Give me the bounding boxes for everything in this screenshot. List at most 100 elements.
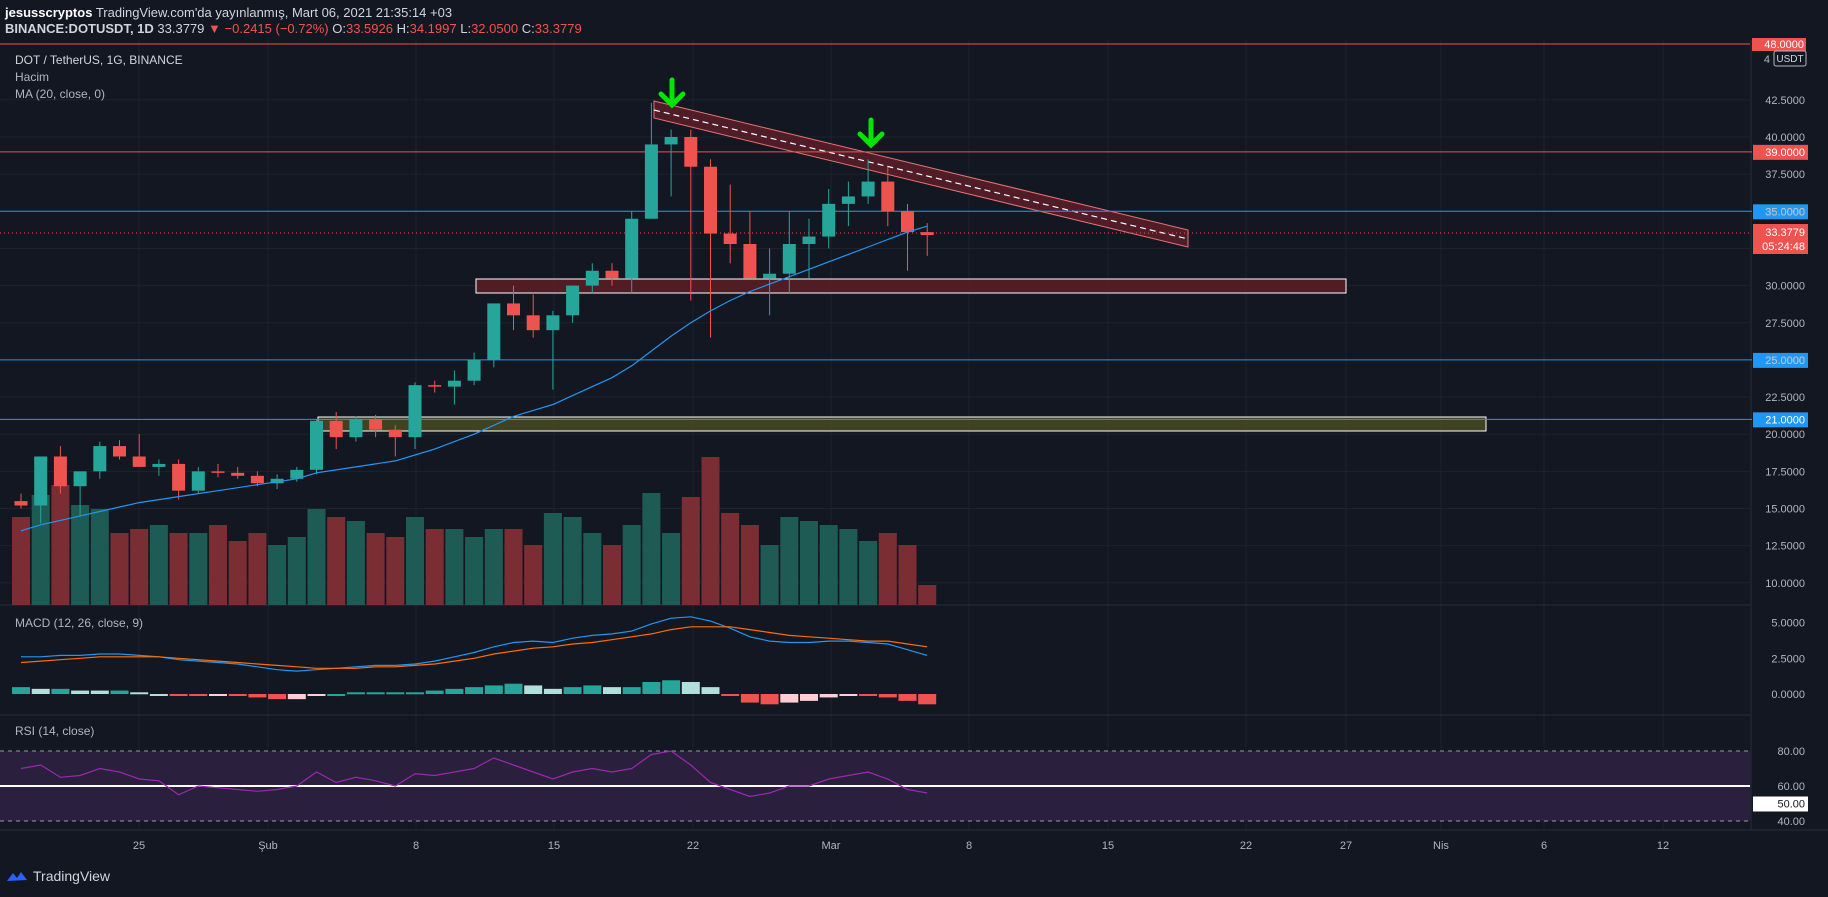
candle-body[interactable] (34, 456, 48, 506)
candle-body[interactable] (723, 233, 737, 244)
candle-body[interactable] (231, 472, 245, 476)
time-tick: 15 (1102, 840, 1114, 852)
publisher-name[interactable]: jesusscryptos (5, 5, 93, 20)
candle-body[interactable] (428, 385, 442, 387)
candle-body[interactable] (644, 144, 658, 219)
macd-hist-bar (31, 688, 50, 694)
candle-body[interactable] (369, 419, 383, 430)
candle-body[interactable] (526, 315, 540, 331)
volume-bar (740, 525, 759, 605)
candle-body[interactable] (73, 471, 87, 487)
channel-midline[interactable] (653, 109, 1189, 240)
candle-body[interactable] (152, 463, 166, 467)
macd-axis[interactable]: 5.0000 2.5000 0.0000 (1771, 618, 1805, 702)
macd-hist-bar (248, 694, 267, 698)
candle-body[interactable] (704, 166, 717, 234)
volume-bar (780, 517, 799, 605)
candle-body[interactable] (310, 420, 323, 470)
candle-body[interactable] (585, 270, 599, 286)
candle-body[interactable] (901, 211, 914, 233)
tradingview-brand[interactable]: TradingView (6, 868, 110, 884)
horizontal-levels[interactable]: 39.0000 35.0000 25.0000 21.0000 (0, 144, 1808, 428)
macd-hist-bar (760, 694, 779, 705)
candle-body[interactable] (763, 273, 777, 279)
candle-body[interactable] (841, 196, 855, 204)
candle-body[interactable] (447, 380, 461, 387)
candle-body[interactable] (664, 137, 678, 145)
symbol-label[interactable]: BINANCE:DOTUSDT, 1D (5, 21, 154, 36)
currency-label[interactable]: USDT (1776, 54, 1803, 65)
volume-bars (12, 457, 937, 605)
time-tick: 25 (133, 840, 145, 852)
candle-body[interactable] (290, 469, 304, 479)
price-axis[interactable]: 42.500040.000037.500035.000032.500030.00… (1765, 95, 1805, 590)
macd-hist-bar (524, 685, 543, 694)
volume-bar (721, 513, 740, 605)
candle-body[interactable] (507, 303, 520, 316)
macd-hist-bar (209, 694, 227, 696)
open-label: O: (332, 21, 346, 36)
candle-body[interactable] (53, 456, 67, 487)
macd-hist-bar (465, 687, 484, 694)
rsi-50-badge (1753, 796, 1808, 812)
macd-line[interactable] (21, 616, 928, 672)
candle-body[interactable] (132, 456, 146, 467)
candle-body[interactable] (684, 137, 698, 167)
time-tick: 15 (548, 840, 560, 852)
down-arrow-icon (658, 77, 686, 109)
candle-body[interactable] (861, 181, 875, 197)
candle-body[interactable] (211, 471, 225, 473)
rsi-axis[interactable]: 80.00 60.00 50.00 40.00 (1753, 746, 1808, 828)
volume-bar (71, 505, 90, 605)
candle-body[interactable] (349, 419, 363, 438)
candle-body[interactable] (113, 446, 126, 457)
macd-hist-bar (543, 688, 562, 694)
legend-volume[interactable]: Hacim (15, 70, 49, 84)
candle-body[interactable] (329, 420, 343, 438)
candle-body[interactable] (388, 429, 402, 438)
legend-macd[interactable]: MACD (12, 26, close, 9) (15, 616, 143, 630)
macd-hist-bar (721, 694, 740, 696)
legend-rsi[interactable]: RSI (14, close) (15, 724, 94, 738)
candle-body[interactable] (172, 463, 186, 491)
macd-hist-bar (504, 683, 523, 694)
resistance-zone-30[interactable] (475, 278, 1347, 294)
candle-body[interactable] (920, 232, 934, 236)
signal-line[interactable] (20, 626, 928, 669)
candle-body[interactable] (191, 471, 205, 491)
legend-ma[interactable]: MA (20, close, 0) (15, 87, 105, 101)
candle-body[interactable] (14, 501, 28, 506)
candle-body[interactable] (625, 218, 639, 279)
candle-body[interactable] (881, 181, 895, 212)
macd-hist-bar (878, 694, 897, 698)
candle-body[interactable] (270, 478, 284, 484)
current-price-badge (1753, 224, 1808, 254)
macd-hist-bar (228, 694, 247, 696)
rsi-tick: 60.00 (1777, 781, 1805, 793)
volume-bar (859, 541, 878, 605)
candle-body[interactable] (605, 270, 619, 279)
candle-body[interactable] (250, 475, 264, 484)
candle-body[interactable] (546, 315, 560, 331)
candle-body[interactable] (782, 243, 796, 274)
candle-body[interactable] (487, 303, 501, 360)
candle-body[interactable] (743, 243, 757, 279)
rsi-line[interactable] (20, 750, 928, 798)
currency-box[interactable] (1773, 50, 1807, 67)
candle-body[interactable] (566, 285, 580, 316)
macd-hist-bar (484, 685, 503, 694)
candle-body[interactable] (93, 446, 107, 472)
price-tick: 22.5000 (1765, 392, 1805, 404)
legend-title[interactable]: DOT / TetherUS, 1G, BINANCE (15, 53, 183, 67)
macd-hist-bar (71, 690, 90, 694)
ma20-line[interactable] (20, 225, 928, 532)
candlesticks[interactable] (14, 102, 934, 524)
volume-bar (543, 513, 562, 605)
time-axis[interactable]: 25 Şub 8 15 22 Mar 8 15 22 27 Nis 6 12 (133, 840, 1669, 852)
candle-body[interactable] (822, 203, 836, 237)
candle-body[interactable] (467, 359, 481, 381)
candle-body[interactable] (408, 385, 422, 438)
candle-body[interactable] (802, 236, 816, 244)
level-badge (1753, 144, 1808, 160)
